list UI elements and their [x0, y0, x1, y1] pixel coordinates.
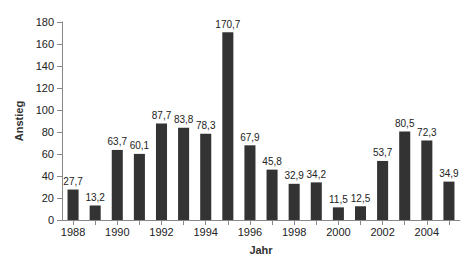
- svg-text:80,5: 80,5: [395, 118, 415, 129]
- svg-text:1992: 1992: [149, 226, 173, 238]
- svg-text:34,2: 34,2: [307, 169, 327, 180]
- svg-text:Anstieg: Anstieg: [13, 101, 25, 141]
- svg-text:1994: 1994: [193, 226, 217, 238]
- svg-text:72,3: 72,3: [417, 127, 437, 138]
- svg-text:20: 20: [42, 192, 54, 204]
- svg-text:11,5: 11,5: [329, 194, 348, 205]
- svg-text:27,7: 27,7: [63, 176, 83, 187]
- svg-text:2002: 2002: [370, 226, 394, 238]
- svg-text:83,8: 83,8: [174, 114, 194, 125]
- svg-text:2000: 2000: [326, 226, 350, 238]
- svg-text:160: 160: [36, 38, 54, 50]
- svg-text:60,1: 60,1: [130, 140, 150, 151]
- svg-text:2004: 2004: [415, 226, 439, 238]
- svg-text:80: 80: [42, 126, 54, 138]
- svg-text:1998: 1998: [282, 226, 306, 238]
- svg-text:1990: 1990: [105, 226, 129, 238]
- svg-text:0: 0: [48, 214, 54, 226]
- svg-text:1996: 1996: [238, 226, 262, 238]
- svg-text:60: 60: [42, 148, 54, 160]
- svg-text:34,9: 34,9: [439, 168, 459, 179]
- svg-text:180: 180: [36, 16, 54, 28]
- svg-text:53,7: 53,7: [373, 147, 393, 158]
- svg-text:63,7: 63,7: [108, 136, 128, 147]
- svg-text:45,8: 45,8: [262, 156, 282, 167]
- svg-text:67,9: 67,9: [240, 132, 260, 143]
- svg-text:1988: 1988: [61, 226, 85, 238]
- svg-text:12,5: 12,5: [351, 193, 371, 204]
- svg-text:120: 120: [36, 82, 54, 94]
- svg-text:170,7: 170,7: [215, 19, 240, 30]
- svg-text:87,7: 87,7: [152, 110, 172, 121]
- svg-text:78,3: 78,3: [196, 120, 216, 131]
- svg-text:32,9: 32,9: [284, 170, 304, 181]
- svg-text:13,2: 13,2: [85, 192, 105, 203]
- svg-text:140: 140: [36, 60, 54, 72]
- svg-text:Jahr: Jahr: [249, 244, 273, 256]
- svg-text:100: 100: [36, 104, 54, 116]
- svg-text:40: 40: [42, 170, 54, 182]
